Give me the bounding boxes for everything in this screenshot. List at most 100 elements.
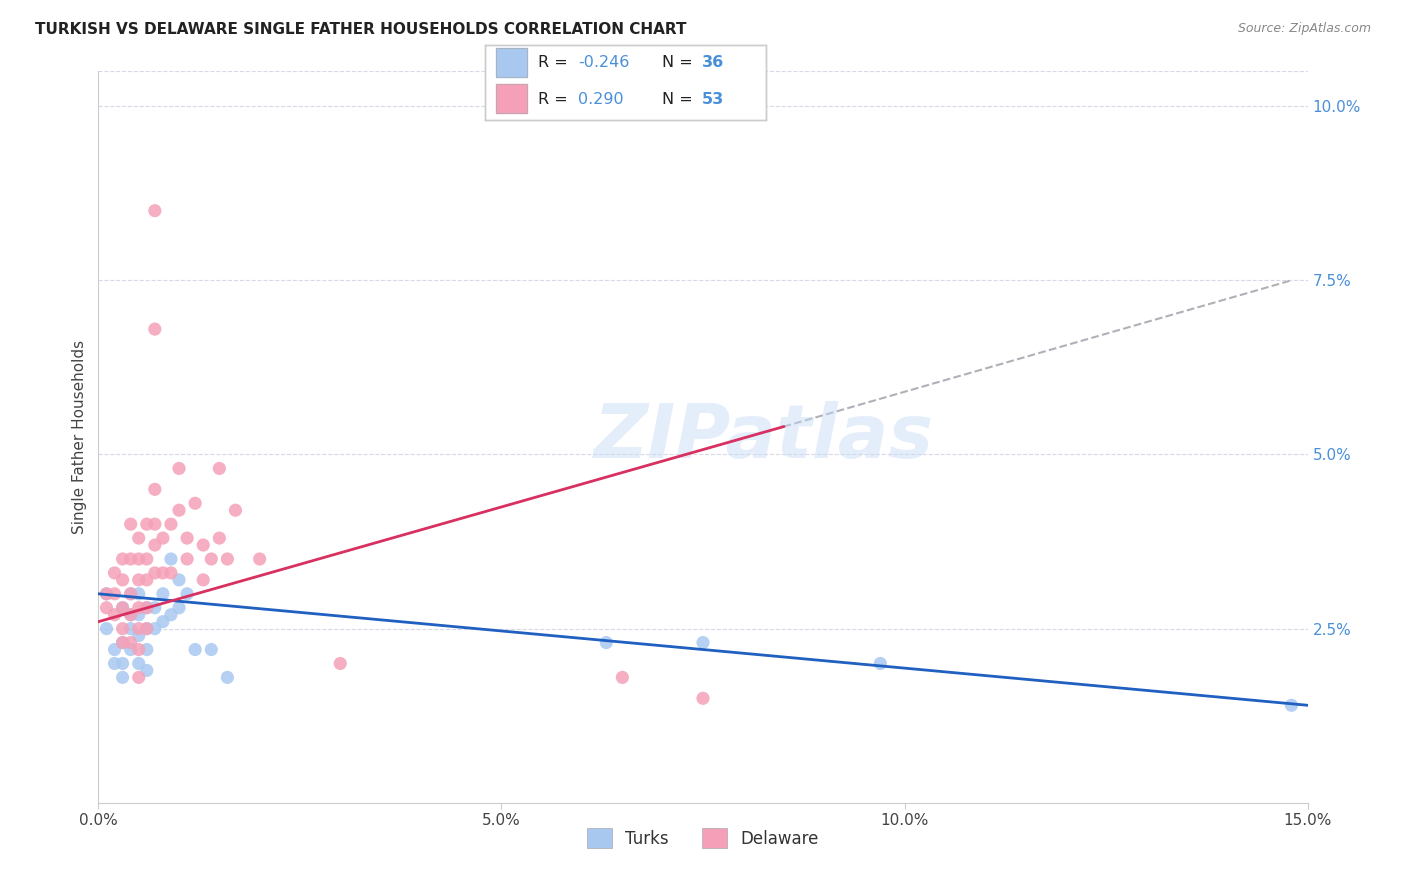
Point (143, 622, 166, 636)
Point (167, 503, 190, 517)
Point (143, 322, 166, 336)
Point (111, 622, 134, 636)
Point (692, 635, 714, 649)
Point (103, 657, 125, 671)
Text: R =: R = (538, 93, 578, 107)
Point (135, 642, 157, 657)
Point (152, 587, 174, 601)
Point (167, 600, 190, 615)
Point (249, 552, 271, 566)
Point (120, 552, 142, 566)
Point (111, 657, 134, 671)
Point (135, 552, 157, 566)
Point (128, 657, 150, 671)
Point (167, 461, 190, 475)
Text: N =: N = (662, 93, 699, 107)
Point (111, 670, 134, 684)
Point (128, 600, 150, 615)
Point (128, 607, 150, 622)
Point (111, 552, 134, 566)
Point (96, 587, 118, 601)
Y-axis label: Single Father Households: Single Father Households (72, 340, 87, 534)
Point (160, 607, 183, 622)
Point (120, 587, 142, 601)
Bar (496, 48, 527, 78)
Point (128, 587, 150, 601)
Point (103, 587, 125, 601)
Point (217, 552, 239, 566)
Point (120, 622, 142, 636)
Point (128, 622, 150, 636)
Text: R =: R = (538, 55, 574, 70)
Point (111, 573, 134, 587)
Point (120, 587, 142, 601)
Point (143, 600, 166, 615)
Point (143, 517, 166, 532)
Point (111, 600, 134, 615)
Text: 36: 36 (702, 55, 724, 70)
Point (152, 615, 174, 629)
Bar (496, 48, 527, 78)
Point (128, 552, 150, 566)
Point (96, 600, 118, 615)
Point (128, 629, 150, 643)
Bar (496, 84, 527, 112)
Point (208, 461, 231, 475)
Point (217, 670, 239, 684)
Point (135, 517, 157, 532)
Text: Source: ZipAtlas.com: Source: ZipAtlas.com (1237, 22, 1371, 36)
Point (128, 642, 150, 657)
Point (167, 573, 190, 587)
Point (329, 657, 352, 671)
Point (193, 538, 215, 552)
Text: 53: 53 (702, 93, 724, 107)
Point (184, 496, 207, 510)
Point (160, 552, 183, 566)
Point (208, 531, 231, 545)
Text: TURKISH VS DELAWARE SINGLE FATHER HOUSEHOLDS CORRELATION CHART: TURKISH VS DELAWARE SINGLE FATHER HOUSEH… (35, 22, 686, 37)
Text: ZIPatlas: ZIPatlas (593, 401, 934, 474)
Point (200, 642, 222, 657)
Legend: Turks, Delaware: Turks, Delaware (579, 820, 827, 856)
Point (135, 600, 157, 615)
Point (1281, 698, 1303, 713)
Point (128, 670, 150, 684)
Point (184, 642, 207, 657)
Point (143, 483, 166, 497)
Point (869, 657, 891, 671)
Point (176, 552, 198, 566)
Point (135, 600, 157, 615)
Point (143, 538, 166, 552)
Point (135, 622, 157, 636)
Point (200, 552, 222, 566)
Point (193, 573, 215, 587)
Point (135, 664, 157, 678)
Text: N =: N = (662, 55, 699, 70)
Point (152, 566, 174, 580)
Point (128, 573, 150, 587)
Point (111, 600, 134, 615)
Bar (496, 84, 527, 112)
Point (128, 531, 150, 545)
Point (120, 642, 142, 657)
Point (103, 642, 125, 657)
Point (612, 670, 634, 684)
Point (143, 203, 166, 218)
Point (120, 607, 142, 622)
Point (160, 517, 183, 532)
Point (111, 635, 134, 649)
Point (120, 607, 142, 622)
Point (224, 503, 246, 517)
Point (692, 691, 714, 706)
Point (176, 587, 198, 601)
Point (96, 622, 118, 636)
Point (103, 607, 125, 622)
Point (176, 531, 198, 545)
Point (135, 573, 157, 587)
Point (135, 622, 157, 636)
Point (111, 635, 134, 649)
Point (103, 566, 125, 580)
Point (595, 635, 617, 649)
Point (96, 587, 118, 601)
Text: 0.290: 0.290 (578, 93, 623, 107)
